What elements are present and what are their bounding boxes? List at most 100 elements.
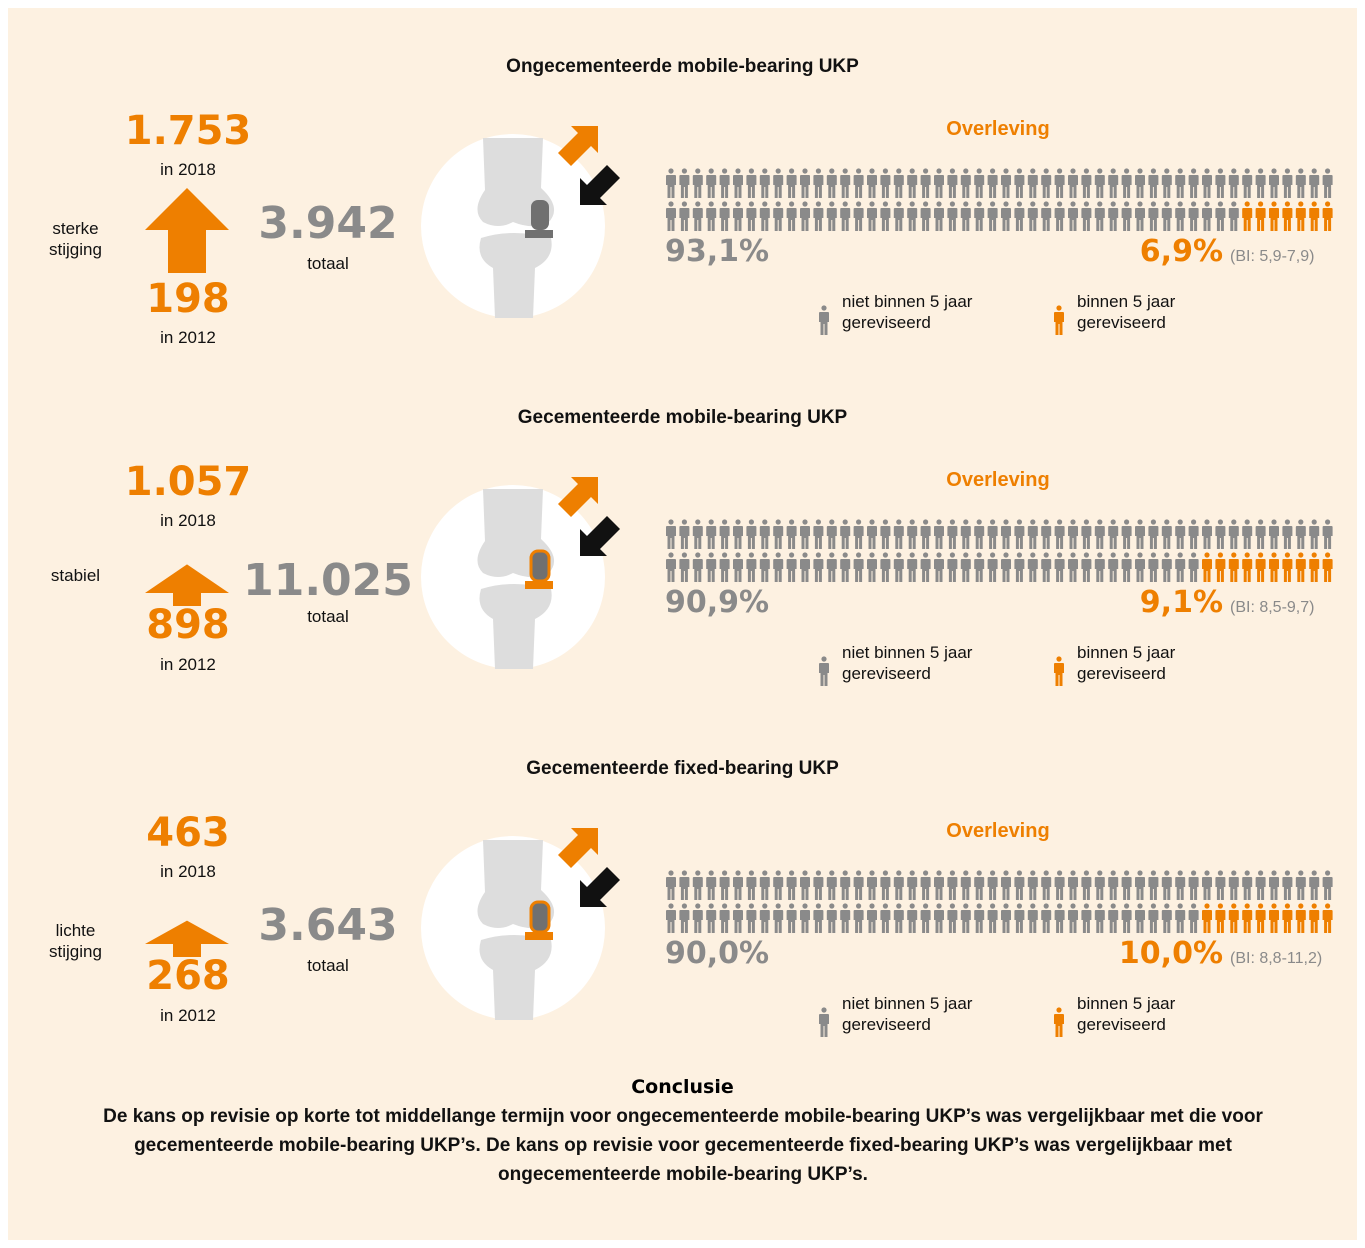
person-survived — [947, 519, 958, 549]
person-revised — [1295, 903, 1306, 933]
person-survived — [1027, 552, 1038, 582]
person-survived — [1202, 519, 1212, 549]
confidence-interval: (BI: 8,8-11,2) — [1230, 950, 1323, 967]
value-2018: 463 — [146, 810, 230, 856]
person-survived — [1068, 519, 1078, 549]
person-survived — [1094, 201, 1105, 231]
value-2018: 1.057 — [124, 459, 252, 505]
person-survived — [893, 201, 904, 231]
person-survived — [907, 168, 918, 198]
person-survived — [1094, 519, 1105, 549]
person-survived — [934, 552, 944, 582]
total-value: 3.942 — [258, 198, 398, 249]
person-survived — [987, 519, 998, 549]
person-survived — [826, 552, 837, 582]
knee-illustration — [421, 477, 620, 669]
person-survived — [1121, 903, 1132, 933]
value-2018: 1.753 — [124, 108, 252, 154]
person-survived — [1001, 552, 1011, 582]
person-survived — [1282, 870, 1293, 900]
person-survived — [1135, 168, 1145, 198]
person-survived — [773, 519, 784, 549]
total-label: totaal — [307, 956, 349, 975]
label-2012: in 2012 — [160, 1006, 216, 1025]
person-survived — [1001, 903, 1011, 933]
person-survived — [1215, 201, 1226, 231]
person-survived — [867, 519, 877, 549]
person-survived — [1068, 168, 1078, 198]
person-survived — [773, 168, 784, 198]
trend-label: stabiel — [50, 566, 101, 585]
person-survived — [759, 870, 770, 900]
person-survived — [1041, 201, 1052, 231]
person-survived — [746, 519, 757, 549]
person-revised — [1282, 903, 1293, 933]
person-survived — [880, 201, 891, 231]
person-revised — [1269, 201, 1279, 231]
person-survived — [947, 201, 958, 231]
person-survived — [1255, 519, 1266, 549]
person-revised — [1215, 552, 1226, 582]
person-survived — [1202, 870, 1212, 900]
pictogram — [666, 168, 1333, 231]
person-survived — [1175, 519, 1186, 549]
person-survived — [1054, 870, 1065, 900]
person-survived — [666, 201, 676, 231]
person-survived — [759, 552, 770, 582]
person-survived — [1014, 552, 1025, 582]
person-survived — [853, 903, 864, 933]
person-survived — [1255, 168, 1266, 198]
person-survived — [907, 201, 918, 231]
arrow-out — [558, 126, 598, 166]
person-survived — [1161, 552, 1172, 582]
legend-person — [1054, 305, 1064, 335]
person-survived — [920, 519, 931, 549]
person-survived — [907, 552, 918, 582]
legend-person — [1054, 656, 1064, 686]
person-survived — [867, 168, 877, 198]
person-survived — [987, 168, 998, 198]
person-survived — [853, 168, 864, 198]
person-revised — [1282, 552, 1293, 582]
person-survived — [1161, 903, 1172, 933]
person-revised — [1322, 903, 1333, 933]
person-survived — [907, 519, 918, 549]
person-survived — [1161, 168, 1172, 198]
person-survived — [867, 870, 877, 900]
person-survived — [853, 870, 864, 900]
legend-icon — [1054, 305, 1064, 335]
person-survived — [893, 168, 904, 198]
person-survived — [786, 519, 797, 549]
person-survived — [1014, 903, 1025, 933]
person-survived — [1188, 201, 1199, 231]
survival-title: Overleving — [946, 820, 1050, 842]
pictogram — [666, 519, 1333, 582]
person-survived — [1269, 519, 1279, 549]
person-survived — [1188, 552, 1199, 582]
trend-arrow — [145, 920, 229, 957]
confidence-interval: (BI: 5,9-7,9) — [1230, 248, 1315, 265]
label-2018: in 2018 — [160, 160, 216, 179]
person-survived — [1081, 168, 1092, 198]
person-survived — [1027, 519, 1038, 549]
person-survived — [1161, 519, 1172, 549]
person-survived — [826, 201, 837, 231]
person-survived — [1322, 168, 1333, 198]
person-revised — [1269, 903, 1279, 933]
person-survived — [692, 903, 703, 933]
person-survived — [1094, 903, 1105, 933]
person-survived — [1081, 519, 1092, 549]
label-2012: in 2012 — [160, 655, 216, 674]
person-survived — [880, 870, 891, 900]
person-survived — [987, 552, 998, 582]
person-survived — [880, 519, 891, 549]
person-survived — [813, 168, 824, 198]
person-survived — [1175, 168, 1186, 198]
person-survived — [1121, 201, 1132, 231]
person-survived — [880, 168, 891, 198]
person-survived — [1041, 903, 1052, 933]
person-survived — [1135, 519, 1145, 549]
person-survived — [1081, 903, 1092, 933]
person-survived — [759, 903, 770, 933]
person-survived — [813, 201, 824, 231]
